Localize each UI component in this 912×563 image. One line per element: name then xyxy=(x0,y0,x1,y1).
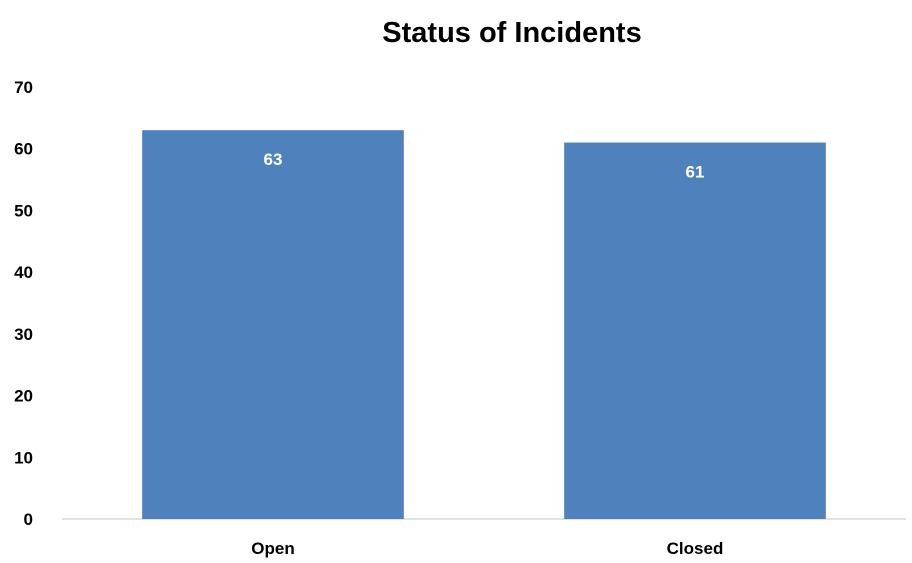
data-labels: 63 61 xyxy=(264,150,705,181)
data-label-closed: 61 xyxy=(686,163,705,182)
bar-closed xyxy=(564,142,826,520)
bars xyxy=(142,130,826,520)
y-tick-label: 70 xyxy=(14,78,33,97)
y-tick-label: 30 xyxy=(14,325,33,344)
data-label-open: 63 xyxy=(264,150,283,169)
x-axis-labels: Open Closed xyxy=(251,539,723,558)
y-tick-label: 60 xyxy=(14,140,33,159)
y-axis-ticks: 0 10 20 30 40 50 60 70 xyxy=(14,78,33,529)
y-tick-label: 40 xyxy=(14,263,33,282)
chart-title: Status of Incidents xyxy=(382,17,641,49)
x-tick-label-closed: Closed xyxy=(667,539,724,558)
bar-open xyxy=(142,130,404,519)
y-tick-label: 50 xyxy=(14,201,33,220)
y-tick-label: 20 xyxy=(14,387,33,406)
y-tick-label: 0 xyxy=(24,510,33,529)
y-tick-label: 10 xyxy=(14,448,33,467)
x-tick-label-open: Open xyxy=(251,539,294,558)
